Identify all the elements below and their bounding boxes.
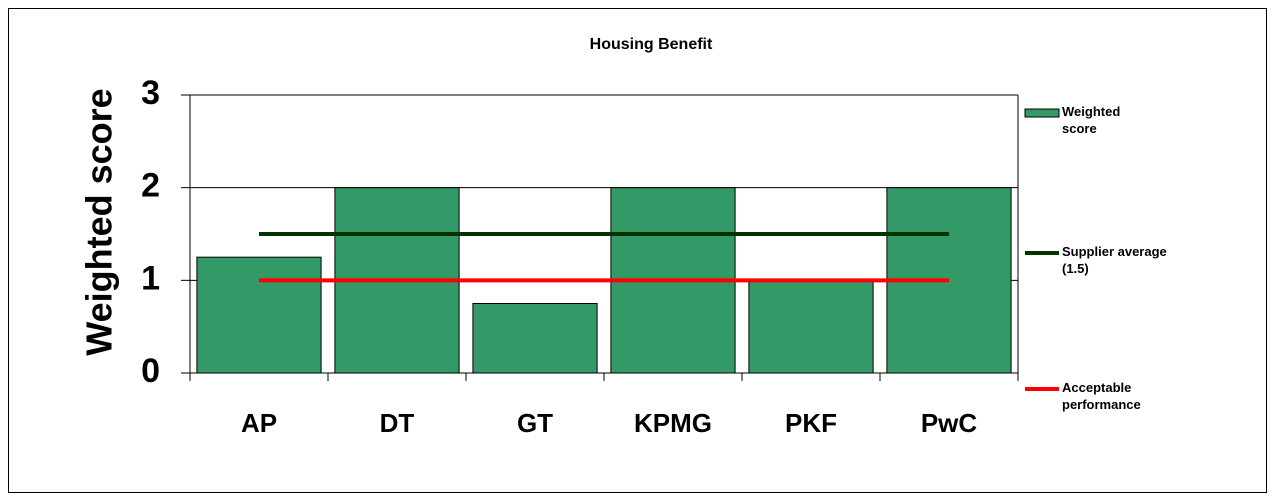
legend-label: Acceptable performance bbox=[1062, 380, 1141, 412]
x-tick-label: AP bbox=[241, 408, 277, 438]
y-tick-label: 0 bbox=[141, 352, 160, 390]
bar bbox=[748, 279, 874, 374]
x-tick-label: DT bbox=[380, 408, 415, 438]
bar bbox=[196, 256, 322, 374]
y-tick-label: 1 bbox=[141, 259, 160, 297]
x-tick-label: PKF bbox=[785, 408, 837, 438]
x-tick-label: GT bbox=[517, 408, 553, 438]
x-tick-label: KPMG bbox=[634, 408, 712, 438]
y-axis-label: Weighted score bbox=[79, 88, 120, 355]
legend-item: Supplier average (1.5) bbox=[1062, 244, 1167, 276]
legend-label: Weighted score bbox=[1062, 104, 1121, 136]
legend-item: Weighted score bbox=[1062, 104, 1121, 136]
chart-title: Housing Benefit bbox=[590, 36, 713, 53]
bar bbox=[472, 303, 598, 374]
legend-swatch bbox=[1024, 108, 1060, 118]
y-tick-label: 2 bbox=[141, 167, 160, 205]
x-tick-label: PwC bbox=[921, 408, 978, 438]
legend-label: Supplier average (1.5) bbox=[1062, 244, 1167, 276]
legend-item: Acceptable performance bbox=[1062, 380, 1141, 412]
y-tick-label: 3 bbox=[141, 74, 160, 112]
